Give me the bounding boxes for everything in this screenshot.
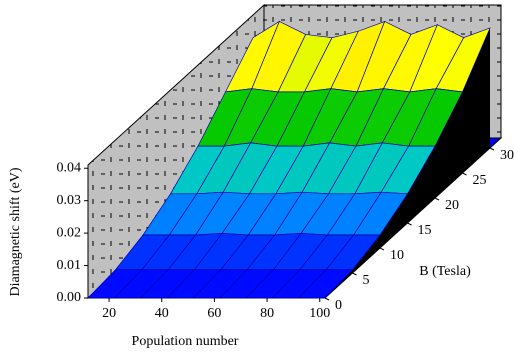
x-tick-label: 20 (102, 306, 116, 321)
y-tick-label: 5 (363, 273, 370, 288)
axes: 20 40 60 80 100 0 5 10 15 20 25 30 0.00 0.01 0.02 0.03 0… (57, 147, 514, 321)
z-tick-label: 0.01 (57, 258, 82, 273)
y-tick (324, 297, 330, 301)
x-tick-label: 100 (309, 306, 330, 321)
x-tick-label: 60 (207, 306, 221, 321)
x-tick-label: 80 (260, 306, 274, 321)
y-tick (489, 147, 495, 151)
z-tick-label: 0.02 (57, 225, 82, 240)
surface-patch (297, 269, 354, 299)
y-tick (462, 172, 467, 176)
z-tick-label: 0.00 (57, 290, 82, 305)
y-axis-label: B (Tesla) (419, 264, 471, 279)
z-tick-label: 0.03 (57, 193, 82, 208)
y-tick-label: 10 (390, 248, 404, 263)
z-tick-label: 0.04 (57, 160, 82, 175)
y-tick-label: 15 (418, 223, 432, 238)
y-tick (352, 272, 357, 276)
y-tick-label: 0 (335, 298, 342, 313)
x-tick-label: 40 (155, 306, 169, 321)
y-tick-label: 25 (473, 173, 487, 188)
y-tick (407, 222, 412, 226)
z-axis-label: Diamagnetic shift (eV) (8, 167, 23, 296)
y-tick (379, 247, 385, 251)
surface (87, 20, 491, 299)
y-tick-label: 30 (500, 148, 514, 163)
surface-side (325, 27, 490, 298)
y-tick (434, 197, 440, 201)
y-tick-label: 20 (445, 198, 459, 213)
x-axis-label: Population number (132, 334, 239, 349)
